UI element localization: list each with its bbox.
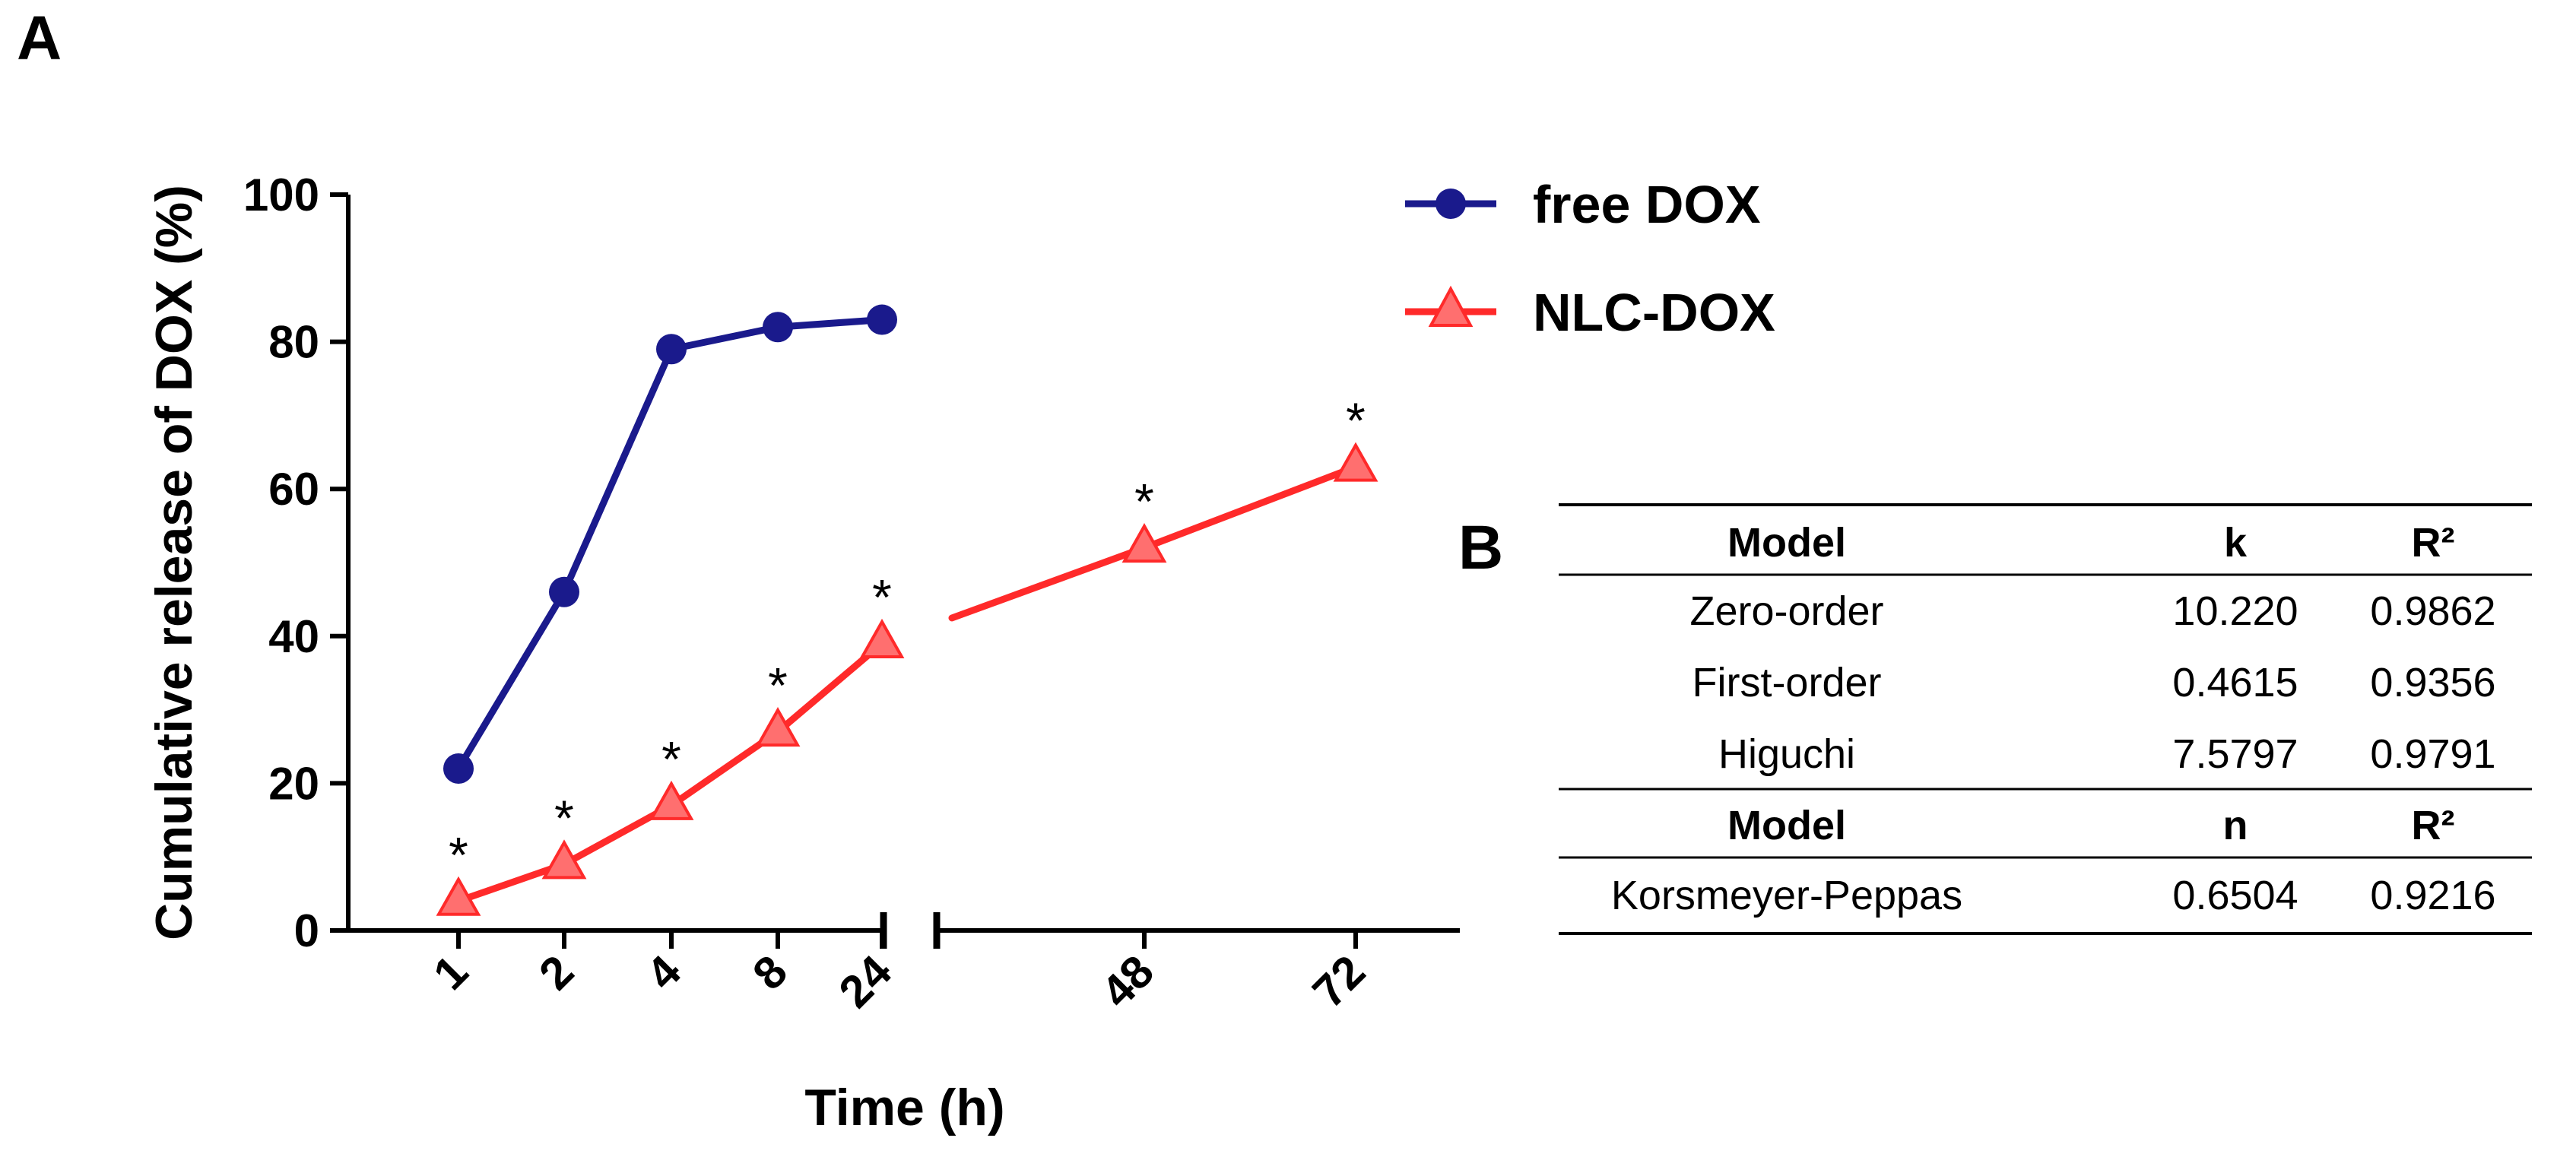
table-cell: 7.5797 xyxy=(2172,731,2298,777)
x-axis-title: Time (h) xyxy=(804,1079,1004,1136)
series-line-segment xyxy=(774,316,886,331)
table-cell: Korsmeyer-Peppas xyxy=(1611,873,1962,918)
x-tick-label: 1 xyxy=(424,946,477,1000)
legend-label: free DOX xyxy=(1533,175,1761,234)
y-tick-label: 20 xyxy=(268,758,319,809)
table-cell: k xyxy=(2224,520,2248,566)
series-nlc-dox: * * * * * * * xyxy=(436,392,1378,916)
y-tick-label: 100 xyxy=(243,170,319,220)
series-line-segment xyxy=(560,345,675,596)
table-cell: Higuchi xyxy=(1718,731,1855,777)
significance-label: * xyxy=(554,790,574,846)
data-point-triangle xyxy=(859,618,905,658)
data-point-triangle xyxy=(1121,523,1167,563)
significance-label: * xyxy=(1346,392,1366,449)
table-cell: R² xyxy=(2412,803,2455,848)
table-header-row: Model n R² xyxy=(1727,803,2454,848)
series-line-segment xyxy=(1140,463,1359,552)
legend-marker-triangle xyxy=(1428,285,1474,327)
model-fit-table: B Model k R² Zero-order 10.220 0.9862 First-ord… xyxy=(1458,503,2532,935)
table-cell: Model xyxy=(1727,520,1846,566)
data-point-circle xyxy=(549,576,579,607)
y-tick-label: 80 xyxy=(268,317,319,368)
series-line-segment xyxy=(455,588,568,772)
x-tick-label: 4 xyxy=(636,945,690,999)
y-tick-label: 60 xyxy=(268,464,319,515)
panel-b-label: B xyxy=(1458,513,1503,582)
table-cell: Zero-order xyxy=(1689,588,1883,634)
significance-label: * xyxy=(768,658,788,714)
table-cell: 0.9791 xyxy=(2370,731,2495,777)
x-tick-label: 8 xyxy=(743,946,797,1000)
series-line-segment xyxy=(455,861,568,905)
panel-a-label: A xyxy=(17,4,62,73)
y-tick-label: 0 xyxy=(294,905,319,956)
x-tick-label: 48 xyxy=(1092,946,1164,1018)
data-point-triangle xyxy=(541,839,587,880)
series-line-segment xyxy=(948,544,1148,622)
significance-label: * xyxy=(872,569,892,625)
data-point-circle xyxy=(443,753,474,785)
data-point-circle xyxy=(867,304,897,335)
table-cell: n xyxy=(2223,803,2248,848)
significance-label: * xyxy=(1134,474,1154,530)
table-cell: 10.220 xyxy=(2172,588,2298,634)
table-cell: Model xyxy=(1727,803,1846,848)
table-row: First-order 0.4615 0.9356 xyxy=(1692,660,2495,705)
table-row: Higuchi 7.5797 0.9791 xyxy=(1718,731,2496,777)
x-tick-label: 72 xyxy=(1303,946,1375,1018)
series-layer: * * * * * * * xyxy=(436,304,1378,916)
legend-label: NLC-DOX xyxy=(1533,283,1775,342)
x-tick-label: 24 xyxy=(830,945,902,1017)
data-point-circle xyxy=(656,334,687,365)
data-point-triangle xyxy=(755,707,801,747)
series-free-dox xyxy=(443,304,897,785)
legend: free DOX NLC-DOX xyxy=(1405,175,1775,342)
significance-label: * xyxy=(661,731,681,787)
table-cell: 0.9862 xyxy=(2370,588,2495,634)
table-cell: 0.9216 xyxy=(2370,873,2495,918)
table-cell: R² xyxy=(2412,520,2455,566)
y-axis-title: Cumulative release of DOX (%) xyxy=(145,185,203,940)
data-point-circle xyxy=(763,312,793,343)
data-point-triangle xyxy=(1333,442,1378,482)
table-cell: 0.6504 xyxy=(2172,873,2298,918)
significance-label: * xyxy=(449,826,468,883)
table-row: Korsmeyer-Peppas 0.6504 0.9216 xyxy=(1611,873,2496,918)
data-point-triangle xyxy=(649,780,694,820)
x-tick-label: 2 xyxy=(529,946,583,1000)
table-cell: 0.9356 xyxy=(2370,660,2495,705)
legend-marker-circle xyxy=(1436,189,1466,219)
series-line-segment xyxy=(668,323,782,353)
table-cell: 0.4615 xyxy=(2172,660,2298,705)
table-row: Zero-order 10.220 0.9862 xyxy=(1689,588,2495,634)
y-tick-label: 40 xyxy=(268,611,319,662)
data-point-triangle xyxy=(436,876,481,916)
table-cell: First-order xyxy=(1692,660,1881,705)
table-header-row: Model k R² xyxy=(1727,520,2454,566)
